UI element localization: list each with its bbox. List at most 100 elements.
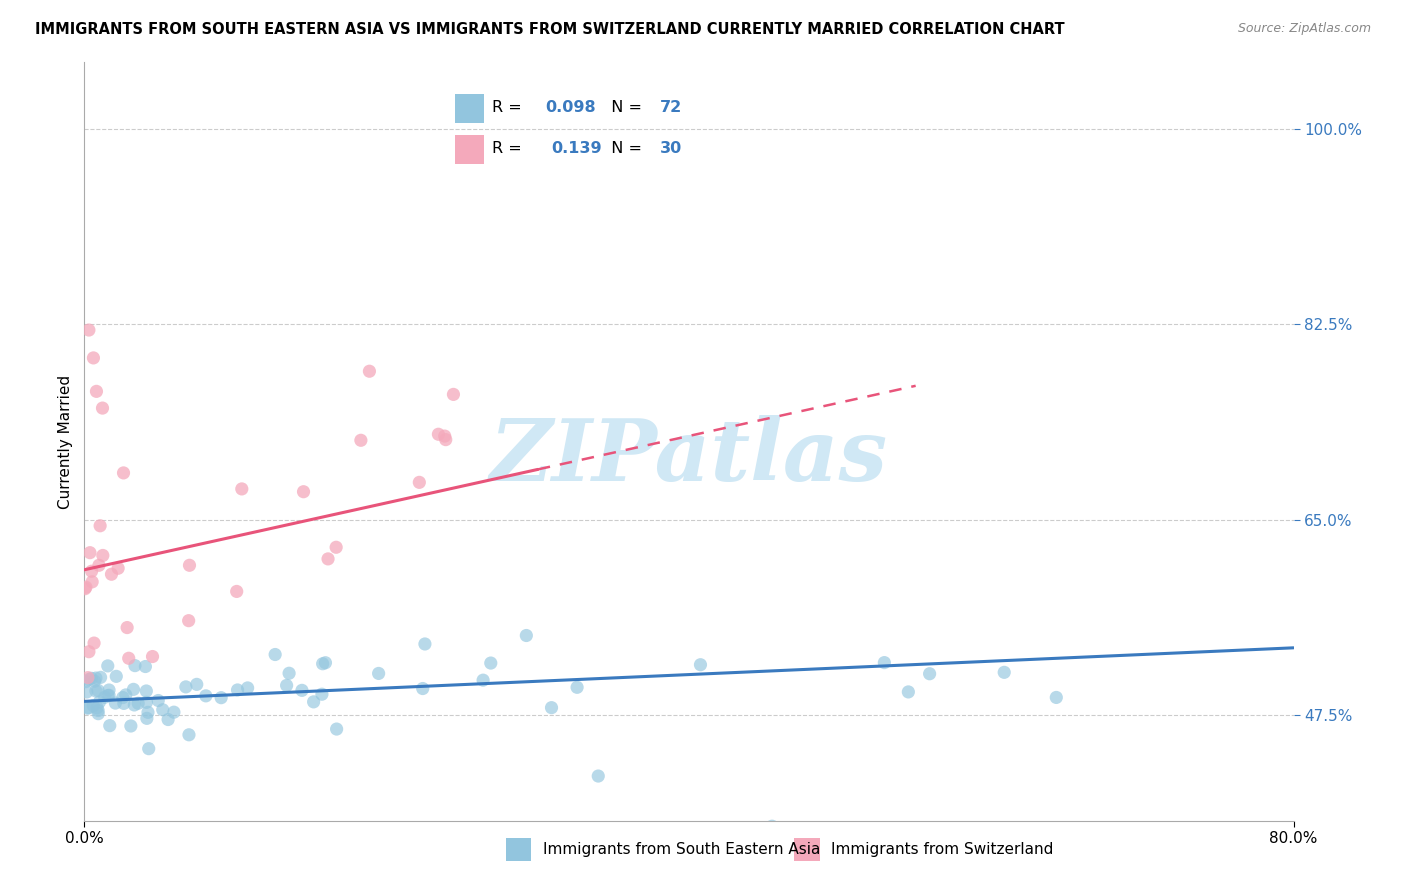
Point xyxy=(76,685,98,699)
Point xyxy=(124,698,146,712)
Point xyxy=(993,665,1015,680)
Point xyxy=(84,684,107,698)
Point xyxy=(157,713,180,727)
Point xyxy=(359,364,381,378)
Point xyxy=(77,700,100,714)
Point xyxy=(433,429,456,443)
Point xyxy=(427,427,450,442)
Point xyxy=(97,689,120,703)
Point xyxy=(434,433,457,447)
Point xyxy=(82,698,104,713)
Point xyxy=(82,351,104,365)
Point xyxy=(97,659,120,673)
Point xyxy=(897,685,920,699)
Point xyxy=(87,558,110,573)
Point xyxy=(179,558,201,573)
Point xyxy=(209,690,232,705)
Point xyxy=(100,567,122,582)
Point xyxy=(115,621,138,635)
Point xyxy=(89,695,111,709)
Point xyxy=(316,552,339,566)
Point xyxy=(77,323,100,337)
Point xyxy=(163,705,186,719)
Point xyxy=(186,677,208,691)
Point xyxy=(79,546,101,560)
Point xyxy=(135,711,157,725)
Point xyxy=(565,681,588,695)
Point xyxy=(135,695,157,709)
Point xyxy=(689,657,711,672)
Text: Immigrants from South Eastern Asia: Immigrants from South Eastern Asia xyxy=(543,842,820,857)
Point xyxy=(292,484,315,499)
Point xyxy=(350,434,373,448)
Point xyxy=(87,704,110,718)
Point xyxy=(84,671,107,685)
Text: Immigrants from Switzerland: Immigrants from Switzerland xyxy=(831,842,1053,857)
Point xyxy=(226,683,249,698)
Point xyxy=(75,580,97,594)
Point xyxy=(134,659,156,673)
Point xyxy=(302,695,325,709)
Point xyxy=(278,666,301,681)
Point xyxy=(148,693,170,707)
Point xyxy=(73,582,96,596)
Point xyxy=(152,703,174,717)
Text: Source: ZipAtlas.com: Source: ZipAtlas.com xyxy=(1237,22,1371,36)
Point xyxy=(98,719,121,733)
Point xyxy=(112,697,135,711)
Point xyxy=(105,669,128,683)
Point xyxy=(325,541,347,555)
Point xyxy=(311,657,333,671)
Point xyxy=(83,674,105,689)
Point xyxy=(177,728,200,742)
Point xyxy=(311,687,333,701)
Point xyxy=(98,688,121,702)
Point xyxy=(135,684,157,698)
Point xyxy=(479,656,502,670)
Point xyxy=(412,681,434,696)
Point xyxy=(77,671,100,685)
Point xyxy=(77,645,100,659)
Point xyxy=(98,683,121,698)
Point xyxy=(231,482,253,496)
Point xyxy=(291,683,314,698)
Point xyxy=(588,769,610,783)
Point xyxy=(93,690,115,705)
Point xyxy=(122,682,145,697)
Y-axis label: Currently Married: Currently Married xyxy=(58,375,73,508)
Point xyxy=(127,696,149,710)
Point xyxy=(236,681,259,695)
Point xyxy=(118,651,141,665)
Point xyxy=(89,518,111,533)
Point xyxy=(87,706,110,721)
Point xyxy=(408,475,430,490)
Point xyxy=(77,673,100,687)
Point xyxy=(91,401,114,416)
Point xyxy=(82,574,104,589)
Point xyxy=(80,671,103,685)
Point xyxy=(174,680,197,694)
Point xyxy=(441,387,464,401)
Point xyxy=(515,628,537,642)
Point xyxy=(264,648,287,662)
Text: ZIPatlas: ZIPatlas xyxy=(489,415,889,499)
Point xyxy=(86,384,108,399)
Point xyxy=(314,656,336,670)
Point xyxy=(83,636,105,650)
Point xyxy=(177,614,200,628)
Point xyxy=(90,670,112,684)
Point xyxy=(104,696,127,710)
Point xyxy=(112,466,135,480)
Point xyxy=(325,722,347,736)
Point xyxy=(472,673,495,688)
Point xyxy=(141,649,163,664)
Point xyxy=(540,700,562,714)
Point xyxy=(114,688,136,702)
Point xyxy=(80,564,103,578)
Point xyxy=(120,719,142,733)
Point xyxy=(761,819,783,833)
Point xyxy=(413,637,436,651)
Point xyxy=(87,683,110,698)
Point xyxy=(873,656,896,670)
Text: IMMIGRANTS FROM SOUTH EASTERN ASIA VS IMMIGRANTS FROM SWITZERLAND CURRENTLY MARR: IMMIGRANTS FROM SOUTH EASTERN ASIA VS IM… xyxy=(35,22,1064,37)
